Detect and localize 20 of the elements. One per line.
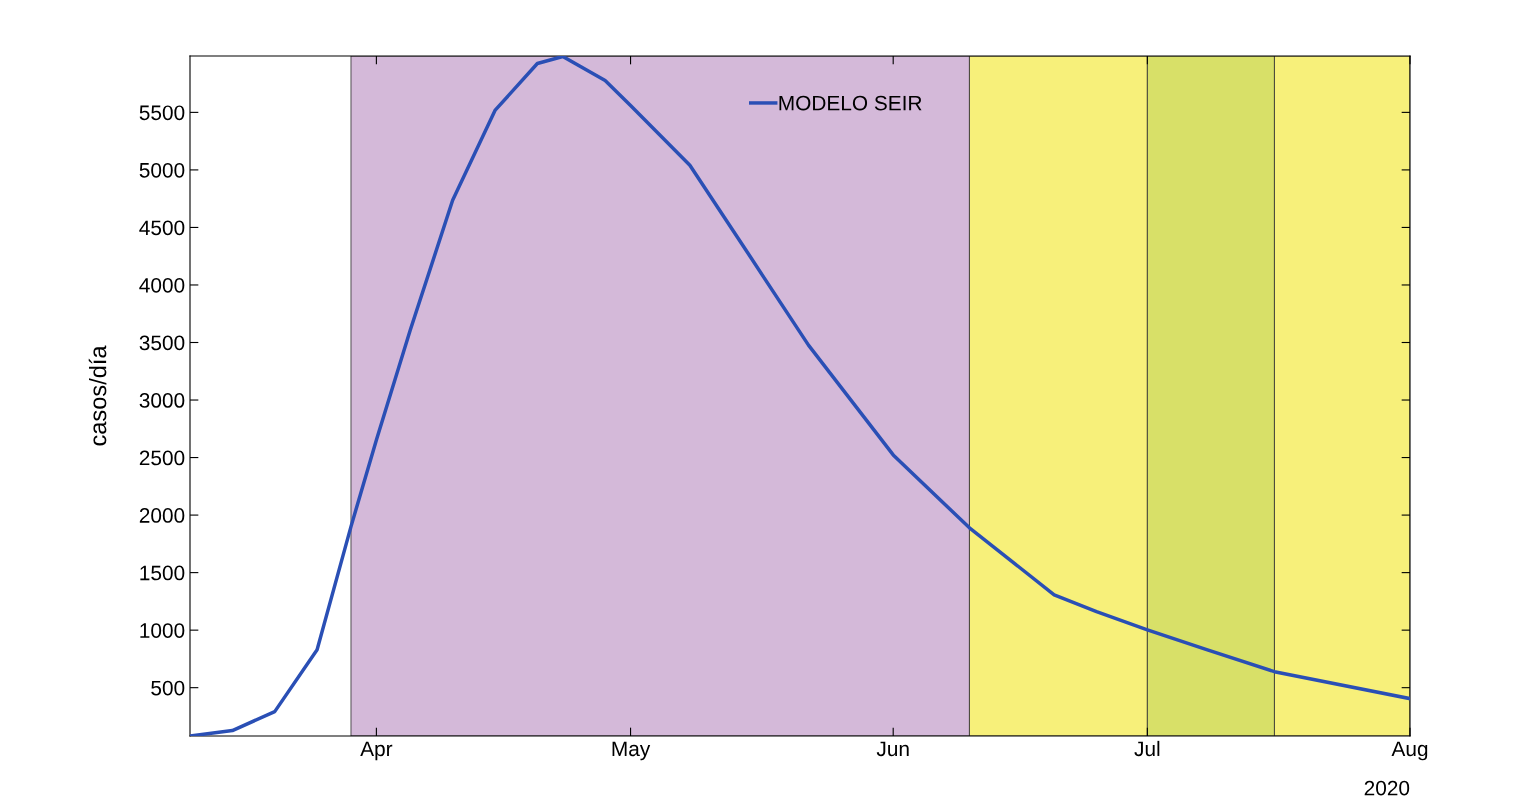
x-tick-label: Apr bbox=[360, 741, 393, 761]
x-tick-label: Aug bbox=[1391, 741, 1428, 761]
x-tick-label: Jul bbox=[1134, 740, 1160, 757]
y-tick-label: 1500 bbox=[140, 565, 185, 581]
y-tick-label: 2500 bbox=[139, 450, 185, 466]
y-tick-label: 1000 bbox=[140, 623, 185, 638]
legend-label: MODELO SEIR bbox=[779, 95, 922, 111]
line-series bbox=[190, 56, 1410, 736]
y-tick-label: 3500 bbox=[139, 335, 185, 351]
y-tick-label: 500 bbox=[151, 680, 185, 696]
y-tick-label: 4000 bbox=[139, 277, 185, 293]
x-tick-label: Jun bbox=[876, 741, 909, 757]
y-tick-label: 4500 bbox=[139, 220, 185, 236]
text: 2020 bbox=[1364, 780, 1410, 796]
x-tick-label: May bbox=[612, 741, 651, 761]
y-tick-label: 3000 bbox=[139, 393, 185, 408]
y-tick-label: 5500 bbox=[139, 105, 185, 121]
y-axis-title: casos/día bbox=[88, 345, 107, 446]
y-tick-label: 2000 bbox=[139, 508, 185, 523]
y-tick-label: 5000 bbox=[139, 162, 185, 178]
